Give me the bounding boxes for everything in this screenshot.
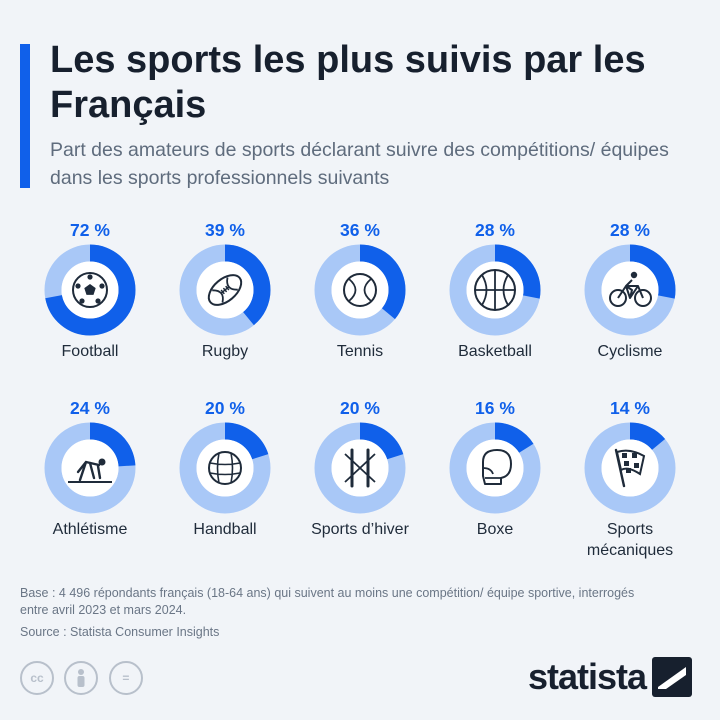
donut-segment <box>179 422 271 514</box>
checkered-flag-icon <box>614 448 646 488</box>
handball-icon <box>208 451 242 485</box>
sprinter-icon <box>68 458 112 483</box>
license-icons: cc = <box>20 661 149 695</box>
category-label: Cyclisme <box>597 343 663 360</box>
chart-title: Les sports les plus suivis par les Franç… <box>50 39 646 126</box>
donut-item: 24 % Athlétisme <box>25 398 155 540</box>
category-label: Sports d’hiver <box>311 521 409 538</box>
donut-segment <box>584 422 676 514</box>
donut-item: 14 % Sports mécaniques <box>565 398 695 561</box>
cc-icon[interactable]: cc <box>20 661 54 695</box>
donut-chart <box>179 422 271 514</box>
donut-chart <box>179 244 271 336</box>
donut-item: 28 % Cyclisme <box>565 220 695 362</box>
boxing-glove-icon <box>482 449 512 485</box>
source: Source : Statista Consumer Insights <box>20 625 220 639</box>
category-label: Boxe <box>476 521 514 538</box>
statista-logo[interactable]: statista <box>528 652 692 702</box>
donut-segment <box>449 244 541 336</box>
donut-segment <box>314 422 406 514</box>
donut-item: 20 % Handball <box>160 398 290 540</box>
donut-inner <box>196 439 254 497</box>
brand-name: statista <box>527 656 647 697</box>
category-label: Football <box>61 343 119 360</box>
donut-inner <box>466 439 524 497</box>
title-accent-bar <box>20 44 30 188</box>
donut-chart <box>449 244 541 336</box>
data-label: 24 % <box>70 398 110 418</box>
statista-mark-icon <box>652 657 692 697</box>
donut-item: 16 % Boxe <box>430 398 560 540</box>
donut-item: 28 % Basketball <box>430 220 560 362</box>
donut-inner <box>601 261 659 319</box>
data-label: 72 % <box>70 220 110 240</box>
category-label: Tennis <box>336 343 384 360</box>
donut-segment <box>449 422 541 514</box>
donut-chart <box>44 422 136 514</box>
donut-segment <box>314 244 406 336</box>
data-label: 28 % <box>475 220 515 240</box>
data-label: 39 % <box>205 220 245 240</box>
data-label: 36 % <box>340 220 380 240</box>
donut-chart <box>314 244 406 336</box>
data-label: 20 % <box>205 398 245 418</box>
chart-subtitle: Part des amateurs de sports déclarant su… <box>50 139 669 189</box>
football-icon <box>72 272 108 308</box>
donut-chart <box>314 422 406 514</box>
donut-chart <box>584 244 676 336</box>
donut-chart <box>44 244 136 336</box>
data-label: 20 % <box>340 398 380 418</box>
rugby-ball-icon <box>207 274 243 306</box>
donut-item: 20 % Sports d’hiver <box>295 398 425 540</box>
cyclist-icon <box>609 271 652 307</box>
donut-item: 39 % Rugby <box>160 220 290 362</box>
footnote: Base : 4 496 répondants français (18-64 … <box>20 586 635 617</box>
category-label: Handball <box>193 521 257 538</box>
no-derivatives-icon[interactable]: = <box>108 661 143 695</box>
basketball-icon <box>474 269 516 311</box>
donut-inner <box>61 439 119 497</box>
donut-segment <box>44 422 136 514</box>
category-label: Rugby <box>201 343 249 360</box>
donut-chart <box>584 422 676 514</box>
attribution-icon[interactable] <box>64 661 99 695</box>
donut-item: 36 % Tennis <box>295 220 425 362</box>
donut-inner <box>331 261 389 319</box>
category-label: Basketball <box>458 343 532 360</box>
category-label: Sports mécaniques <box>586 521 674 559</box>
skis-icon <box>344 448 376 488</box>
data-label: 16 % <box>475 398 515 418</box>
donut-segment <box>584 244 676 336</box>
tennis-ball-icon <box>343 273 377 307</box>
donut-segment <box>44 244 136 336</box>
data-label: 14 % <box>610 398 650 418</box>
donut-chart <box>449 422 541 514</box>
category-label: Athlétisme <box>52 521 128 538</box>
data-label: 28 % <box>610 220 650 240</box>
donut-item: 72 % Football <box>25 220 155 362</box>
donut-segment <box>179 244 271 336</box>
